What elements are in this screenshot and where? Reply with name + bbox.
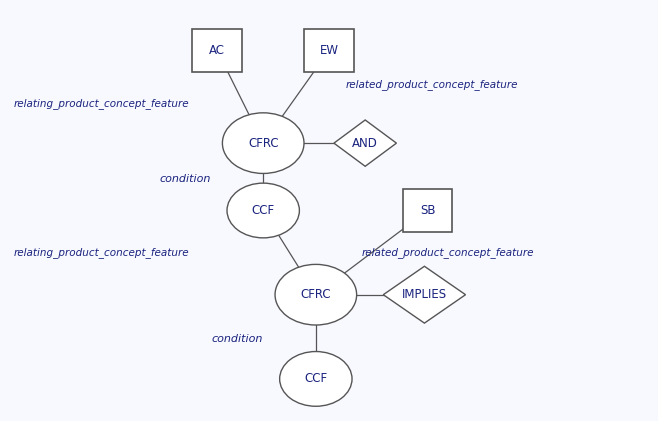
Bar — [403, 189, 453, 232]
Polygon shape — [334, 120, 396, 166]
Text: AC: AC — [209, 44, 225, 57]
Text: condition: condition — [159, 174, 211, 184]
Polygon shape — [383, 266, 466, 323]
Text: CFRC: CFRC — [248, 137, 278, 149]
Ellipse shape — [275, 264, 357, 325]
Ellipse shape — [280, 352, 352, 406]
Text: relating_product_concept_feature: relating_product_concept_feature — [13, 98, 189, 109]
Ellipse shape — [227, 183, 299, 238]
Bar — [304, 29, 354, 72]
Text: CCF: CCF — [304, 373, 328, 385]
Text: related_product_concept_feature: related_product_concept_feature — [362, 247, 534, 258]
Text: relating_product_concept_feature: relating_product_concept_feature — [13, 247, 189, 258]
Text: CCF: CCF — [251, 204, 275, 217]
Text: IMPLIES: IMPLIES — [402, 288, 447, 301]
Text: CFRC: CFRC — [301, 288, 331, 301]
Ellipse shape — [222, 113, 304, 173]
Bar — [193, 29, 242, 72]
Text: AND: AND — [352, 137, 378, 149]
Text: condition: condition — [212, 334, 263, 344]
Text: related_product_concept_feature: related_product_concept_feature — [345, 79, 518, 90]
Text: SB: SB — [420, 204, 436, 217]
Text: EW: EW — [320, 44, 338, 57]
